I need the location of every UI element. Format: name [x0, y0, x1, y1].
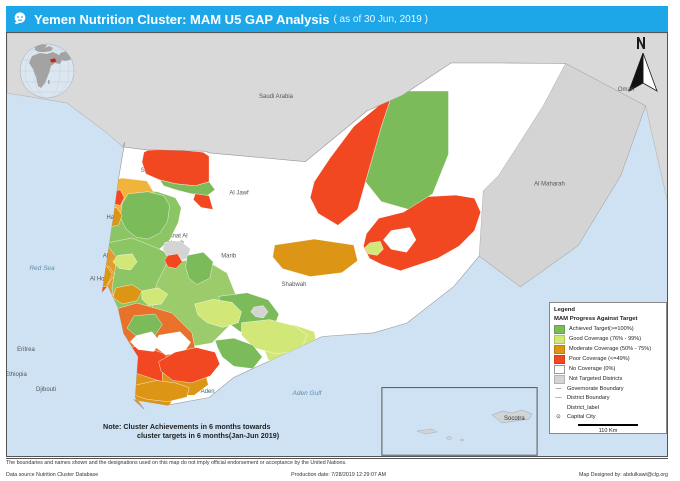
svg-text:Marib: Marib — [221, 254, 237, 260]
svg-text:Red Sea: Red Sea — [29, 265, 55, 272]
svg-text:Al Maharah: Al Maharah — [534, 182, 565, 188]
svg-text:Aden: Aden — [201, 389, 215, 395]
svg-text:Shabwah: Shabwah — [281, 282, 306, 288]
svg-text:Al Jawf: Al Jawf — [229, 191, 249, 197]
svg-text:Oman: Oman — [618, 87, 634, 93]
svg-text:Ethiopia: Ethiopia — [7, 372, 28, 378]
svg-text:Aden Gulf: Aden Gulf — [292, 390, 323, 397]
svg-text:Eritrea: Eritrea — [17, 347, 35, 353]
svg-text:Djibouti: Djibouti — [36, 387, 56, 393]
svg-text:cluster targets in 6 months(Ja: cluster targets in 6 months(Jan-Jun 2019… — [137, 431, 280, 440]
svg-text:Note: Cluster Achievements in: Note: Cluster Achievements in 6 months t… — [103, 422, 270, 431]
svg-text:Socotra: Socotra — [504, 416, 525, 422]
svg-text:Saudi Arabia: Saudi Arabia — [259, 94, 294, 100]
